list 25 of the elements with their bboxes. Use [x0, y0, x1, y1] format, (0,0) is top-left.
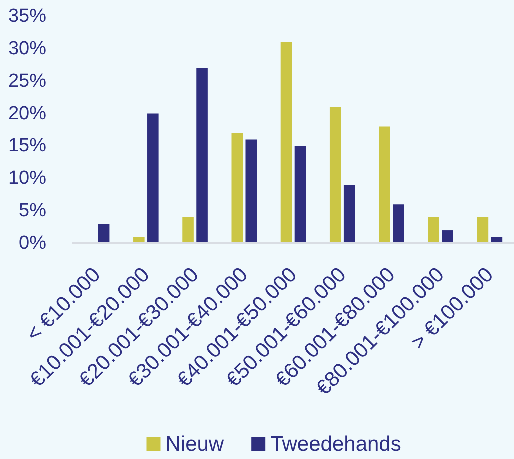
- bar: [442, 230, 454, 244]
- bar: [294, 146, 306, 244]
- legend-label: Tweedehands: [270, 433, 402, 456]
- bar: [393, 204, 404, 244]
- y-tick-label: 10%: [8, 168, 47, 190]
- bar: [428, 218, 440, 244]
- y-tick-label: 0%: [19, 233, 47, 254]
- bar: [182, 218, 194, 244]
- y-tick-label: 5%: [19, 200, 47, 222]
- bar: [98, 224, 110, 244]
- y-tick-label: 30%: [8, 38, 47, 60]
- bar: [280, 42, 292, 244]
- y-tick-label: 20%: [8, 103, 47, 124]
- bar: [196, 68, 208, 244]
- bar: [232, 133, 244, 244]
- y-tick-label: 15%: [8, 136, 47, 157]
- bar: [148, 114, 159, 244]
- bar: [477, 218, 489, 244]
- y-tick-label: 25%: [8, 70, 47, 92]
- bar: [344, 185, 356, 244]
- bar: [246, 140, 258, 244]
- bar: [330, 107, 342, 244]
- bar: [379, 126, 390, 244]
- legend-label: Nieuw: [166, 433, 225, 456]
- y-tick-label: 35%: [8, 6, 47, 27]
